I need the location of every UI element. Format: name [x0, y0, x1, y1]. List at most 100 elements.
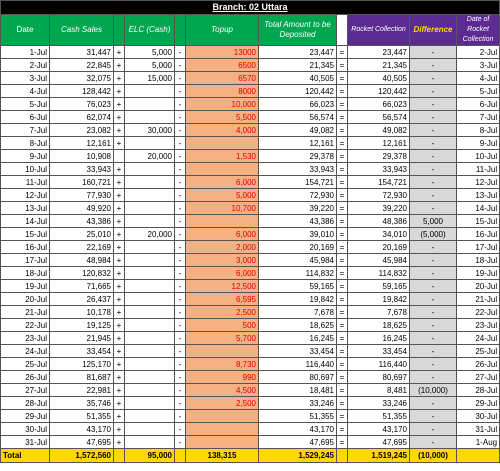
cell-total-deposit: 18,481 — [258, 383, 337, 397]
cell-plus: + — [113, 266, 125, 280]
cell-equals: = — [336, 123, 348, 137]
cell-equals: = — [336, 58, 348, 72]
table-row: 14-Jul 43,386 + -43,386 = 48,386 5,000 15-Jul — [0, 214, 500, 228]
total-topup: 138,315 — [185, 448, 259, 463]
cell-cash-sales: 48,984 — [49, 253, 114, 267]
cell-cash-sales: 26,437 — [49, 292, 114, 306]
cell-rocket-date: 20-Jul — [455, 279, 500, 293]
cell-difference: - — [409, 136, 457, 150]
cell-cash-sales: 21,945 — [49, 331, 114, 345]
cell-date: 8-Jul — [0, 136, 50, 150]
cell-rocket-collection: 72,930 — [347, 188, 410, 202]
cell-plus: + — [113, 253, 125, 267]
cell-date: 21-Jul — [0, 305, 50, 319]
cell-elc: 5,000 — [124, 45, 175, 59]
cell-minus: - — [174, 279, 186, 293]
header-elc: ELC (Cash) — [124, 14, 175, 46]
cell-plus: + — [113, 45, 125, 59]
cell-rocket-collection: 80,697 — [347, 370, 410, 384]
cell-cash-sales: 25,010 — [49, 227, 114, 241]
cell-rocket-collection: 19,842 — [347, 292, 410, 306]
cell-minus: - — [174, 305, 186, 319]
cell-elc — [124, 318, 175, 332]
cell-date: 14-Jul — [0, 214, 50, 228]
cell-total-deposit: 56,574 — [258, 110, 337, 124]
cell-difference: - — [409, 409, 457, 423]
cell-minus: - — [174, 149, 186, 163]
cell-equals: = — [336, 435, 348, 449]
cell-plus: + — [113, 279, 125, 293]
cell-difference: - — [409, 279, 457, 293]
cell-cash-sales: 43,170 — [49, 422, 114, 436]
cell-date: 24-Jul — [0, 344, 50, 358]
cell-equals: = — [336, 175, 348, 189]
total-elc: 95,000 — [124, 448, 175, 463]
cell-total-deposit: 19,842 — [258, 292, 337, 306]
cell-cash-sales: 47,695 — [49, 435, 114, 449]
cell-minus: - — [174, 123, 186, 137]
cell-rocket-date: 26-Jul — [455, 357, 500, 371]
cell-rocket-collection: 21,345 — [347, 58, 410, 72]
cell-rocket-date: 21-Jul — [455, 292, 500, 306]
cell-total-deposit: 16,245 — [258, 331, 337, 345]
cell-date: 1-Jul — [0, 45, 50, 59]
cell-total-deposit: 40,505 — [258, 71, 337, 85]
cell-rocket-collection: 33,246 — [347, 396, 410, 410]
cell-rocket-date: 7-Jul — [455, 110, 500, 124]
cell-plus — [113, 149, 125, 163]
header-date: Date — [0, 14, 50, 46]
cell-elc — [124, 110, 175, 124]
header-row: Date Cash Sales ELC (Cash) Topup Total A… — [0, 14, 500, 46]
table-row: 26-Jul 81,687 + -990 80,697 = 80,697-27-Jul — [0, 370, 500, 384]
cell-equals: = — [336, 162, 348, 176]
cell-elc — [124, 422, 175, 436]
cell-difference: - — [409, 123, 457, 137]
cell-elc — [124, 305, 175, 319]
cell-topup: 6570 — [185, 71, 259, 85]
cell-minus: - — [174, 344, 186, 358]
cell-difference: - — [409, 84, 457, 98]
cell-topup: 6,000 — [185, 266, 259, 280]
table-row: 15-Jul 25,010 +20,000-6,000 39,010 = 34,010 (5… — [0, 227, 500, 241]
cell-rocket-date: 1-Aug — [455, 435, 500, 449]
cell-rocket-collection: 18,625 — [347, 318, 410, 332]
cell-equals: = — [336, 266, 348, 280]
cell-cash-sales: 160,721 — [49, 175, 114, 189]
cell-elc: 20,000 — [124, 149, 175, 163]
cell-elc — [124, 240, 175, 254]
cell-cash-sales: 51,355 — [49, 409, 114, 423]
cell-equals: = — [336, 422, 348, 436]
cell-equals: = — [336, 279, 348, 293]
cell-rocket-date: 19-Jul — [455, 266, 500, 280]
cell-equals: = — [336, 136, 348, 150]
cell-elc — [124, 357, 175, 371]
cell-plus: + — [113, 435, 125, 449]
cell-difference: - — [409, 149, 457, 163]
header-topup: Topup — [185, 14, 259, 46]
cell-equals: = — [336, 344, 348, 358]
cell-minus: - — [174, 84, 186, 98]
total-blank — [336, 448, 348, 463]
cell-plus: + — [113, 305, 125, 319]
cell-topup: 4,000 — [185, 123, 259, 137]
cell-equals: = — [336, 201, 348, 215]
cell-equals: = — [336, 292, 348, 306]
cell-total-deposit: 20,169 — [258, 240, 337, 254]
cell-difference: - — [409, 292, 457, 306]
cell-total-deposit: 43,386 — [258, 214, 337, 228]
cell-plus: + — [113, 162, 125, 176]
header-rocket-date: Date of Rocket Collection — [455, 14, 500, 46]
cell-minus: - — [174, 45, 186, 59]
cell-date: 10-Jul — [0, 162, 50, 176]
cell-topup: 5,000 — [185, 188, 259, 202]
cell-rocket-date: 10-Jul — [455, 149, 500, 163]
table-body: 1-Jul 31,447 +5,000-13000 23,447 = 23,447-2-J… — [0, 45, 500, 449]
cell-minus: - — [174, 110, 186, 124]
cell-rocket-date: 27-Jul — [455, 370, 500, 384]
cell-difference: - — [409, 201, 457, 215]
cell-plus: + — [113, 84, 125, 98]
cell-topup: 2,000 — [185, 240, 259, 254]
cell-difference: - — [409, 422, 457, 436]
cell-cash-sales: 125,170 — [49, 357, 114, 371]
cell-minus: - — [174, 318, 186, 332]
